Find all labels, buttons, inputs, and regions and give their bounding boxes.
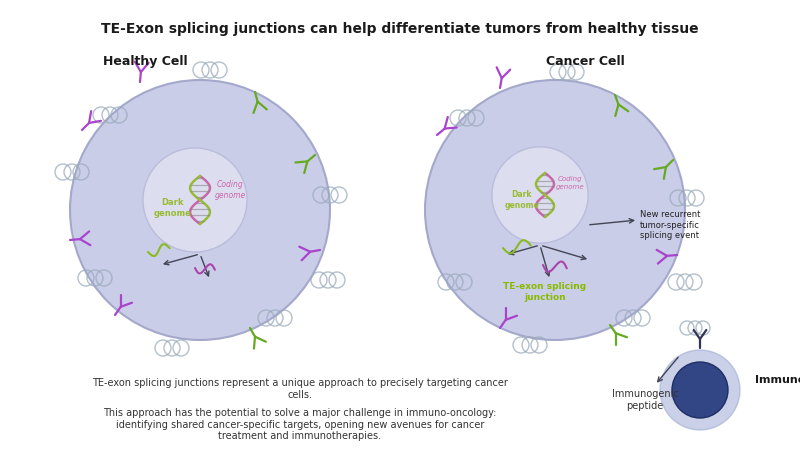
Text: New recurrent
tumor-specific
splicing event: New recurrent tumor-specific splicing ev… (640, 210, 700, 240)
Text: Cancer Cell: Cancer Cell (546, 55, 624, 68)
Text: Coding
genome: Coding genome (214, 180, 246, 200)
Text: Immune cell: Immune cell (755, 375, 800, 385)
Text: This approach has the potential to solve a major challenge in immuno-oncology:
i: This approach has the potential to solve… (103, 408, 497, 441)
Text: TE-exon splicing junctions represent a unique approach to precisely targeting ca: TE-exon splicing junctions represent a u… (92, 378, 508, 400)
Circle shape (70, 80, 330, 340)
Circle shape (425, 80, 685, 340)
Text: TE-Exon splicing junctions can help differentiate tumors from healthy tissue: TE-Exon splicing junctions can help diff… (101, 22, 699, 36)
Text: Immunogenic
peptide: Immunogenic peptide (612, 389, 678, 411)
Text: Coding
genome: Coding genome (556, 176, 584, 189)
Circle shape (672, 362, 728, 418)
Circle shape (492, 147, 588, 243)
Circle shape (660, 350, 740, 430)
Text: TE-exon splicing
junction: TE-exon splicing junction (503, 282, 586, 302)
Text: Dark
genome: Dark genome (154, 198, 192, 218)
Text: Healthy Cell: Healthy Cell (102, 55, 187, 68)
Circle shape (143, 148, 247, 252)
Text: Dark
genome: Dark genome (505, 190, 539, 210)
